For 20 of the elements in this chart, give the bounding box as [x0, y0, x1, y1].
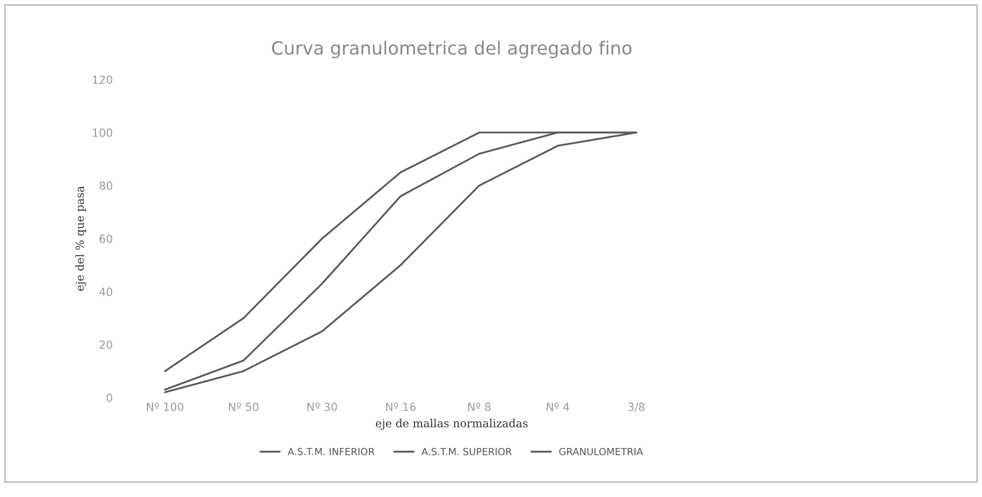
y-tick-label: 60: [100, 234, 112, 243]
x-tick-label: Nº 100: [146, 402, 184, 412]
y-tick-label: 100: [92, 128, 112, 137]
y-tick-label: 120: [92, 75, 112, 84]
x-tick-label: Nº 50: [229, 402, 258, 412]
x-tick-label: Nº 4: [546, 402, 570, 411]
y-tick-label: 80: [100, 182, 112, 190]
y-axis-title: eje del % que pasa: [75, 186, 86, 291]
x-axis-title: eje de mallas normalizadas: [376, 418, 528, 430]
x-tick-label: 3/8: [628, 402, 645, 412]
legend-label: GRANULOMETRIA: [559, 448, 644, 456]
x-tick-label: Nº 30: [308, 402, 337, 412]
x-tick-label: Nº 16: [386, 402, 416, 412]
y-tick-label: 40: [99, 288, 112, 296]
legend-label: A.S.T.M. SUPERIOR: [422, 448, 512, 456]
legend-label: A.S.T.M. INFERIOR: [288, 448, 374, 456]
chart-title: Curva granulometrica del agregado fino: [272, 40, 632, 58]
x-tick-label: Nº 8: [468, 402, 491, 412]
y-tick-label: 0: [106, 394, 112, 402]
y-tick-label: 20: [100, 340, 112, 349]
